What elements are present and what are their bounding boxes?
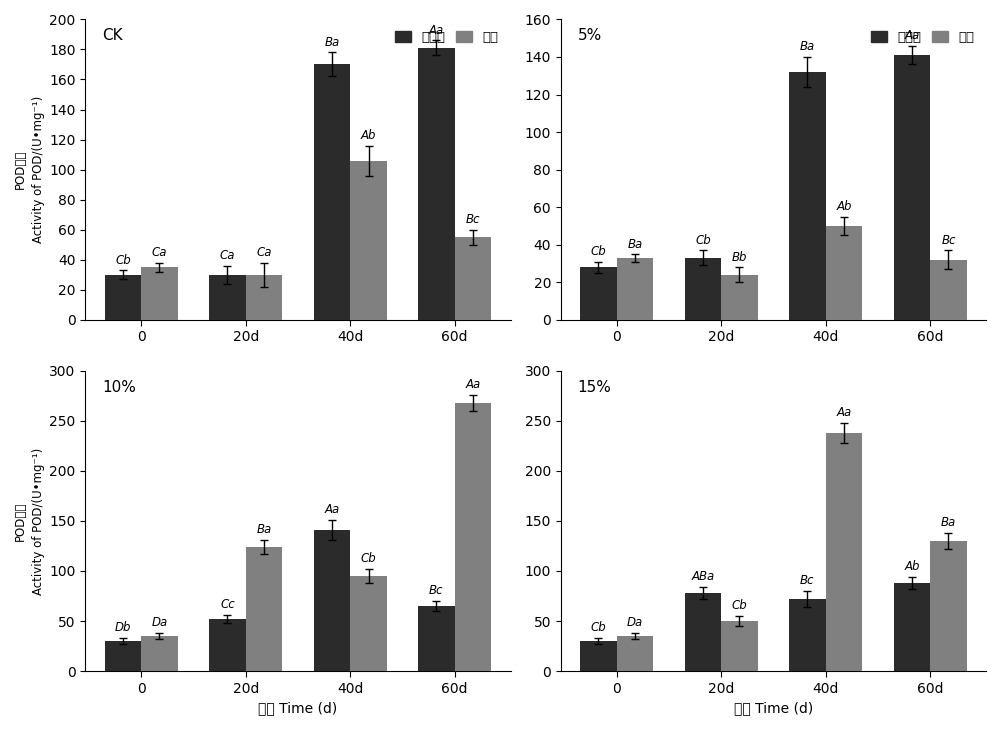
Text: Cb: Cb (590, 622, 606, 634)
Text: Ca: Ca (152, 246, 167, 260)
Bar (580, 641, 617, 671)
Text: Bc: Bc (941, 234, 956, 247)
Text: Cb: Cb (732, 599, 747, 612)
Text: 5%: 5% (578, 28, 602, 44)
Y-axis label: POD活性
Activity of POD/(U•mg⁻¹): POD活性 Activity of POD/(U•mg⁻¹) (14, 448, 45, 595)
Text: Da: Da (151, 617, 168, 629)
Text: Ab: Ab (361, 129, 376, 142)
Text: Ca: Ca (256, 246, 272, 260)
Bar (141, 268, 178, 320)
X-axis label: 时间 Time (d): 时间 Time (d) (258, 701, 338, 715)
Bar (141, 636, 178, 671)
Text: Bc: Bc (466, 213, 480, 226)
Bar (617, 258, 653, 320)
Bar (350, 576, 387, 671)
Bar (617, 636, 653, 671)
Text: Cb: Cb (115, 254, 131, 267)
Text: Aa: Aa (324, 503, 340, 516)
Bar (314, 64, 350, 320)
Bar (246, 275, 282, 320)
Bar (894, 583, 930, 671)
Text: Cb: Cb (590, 245, 606, 258)
Text: Bc: Bc (429, 585, 444, 598)
Bar (314, 530, 350, 671)
Legend: 未接菌, 接菌: 未接菌, 接菌 (390, 26, 504, 50)
Bar (246, 547, 282, 671)
Bar (418, 48, 455, 320)
Bar (105, 641, 141, 671)
Text: CK: CK (102, 28, 123, 44)
Bar (350, 160, 387, 320)
Text: Da: Da (627, 617, 643, 629)
Text: Ba: Ba (324, 36, 340, 49)
Text: Ba: Ba (941, 516, 956, 529)
Bar (455, 237, 491, 320)
Y-axis label: POD活性
Activity of POD/(U•mg⁻¹): POD活性 Activity of POD/(U•mg⁻¹) (14, 96, 45, 243)
Bar (826, 226, 862, 320)
Text: Ab: Ab (904, 561, 920, 574)
Text: 15%: 15% (578, 380, 612, 394)
Text: Ca: Ca (220, 249, 235, 262)
Text: Cc: Cc (220, 599, 235, 612)
Bar (930, 541, 967, 671)
Text: Ab: Ab (836, 200, 852, 213)
Text: Db: Db (115, 622, 131, 634)
Bar (894, 55, 930, 320)
Bar (580, 268, 617, 320)
Bar (789, 72, 826, 320)
Bar (930, 260, 967, 320)
Bar (209, 619, 246, 671)
Bar (721, 275, 758, 320)
Bar (418, 606, 455, 671)
Bar (105, 275, 141, 320)
Text: Aa: Aa (836, 406, 852, 419)
Text: Bb: Bb (732, 251, 747, 264)
Text: Cb: Cb (361, 553, 376, 566)
Bar (455, 402, 491, 671)
Bar (826, 433, 862, 671)
Bar (789, 599, 826, 671)
Text: Bc: Bc (800, 574, 815, 588)
Bar (721, 621, 758, 671)
Bar (685, 593, 721, 671)
Text: ABa: ABa (691, 570, 715, 583)
Text: Ba: Ba (627, 238, 643, 251)
Text: Cb: Cb (695, 234, 711, 247)
Text: Ba: Ba (800, 40, 815, 53)
X-axis label: 时间 Time (d): 时间 Time (d) (734, 701, 813, 715)
Text: Ba: Ba (256, 523, 272, 537)
Text: Aa: Aa (429, 24, 444, 37)
Bar (685, 258, 721, 320)
Text: Aa: Aa (904, 29, 920, 42)
Bar (209, 275, 246, 320)
Legend: 未接菌, 接菌: 未接菌, 接菌 (866, 26, 980, 50)
Text: 10%: 10% (102, 380, 136, 394)
Text: Aa: Aa (465, 378, 481, 391)
